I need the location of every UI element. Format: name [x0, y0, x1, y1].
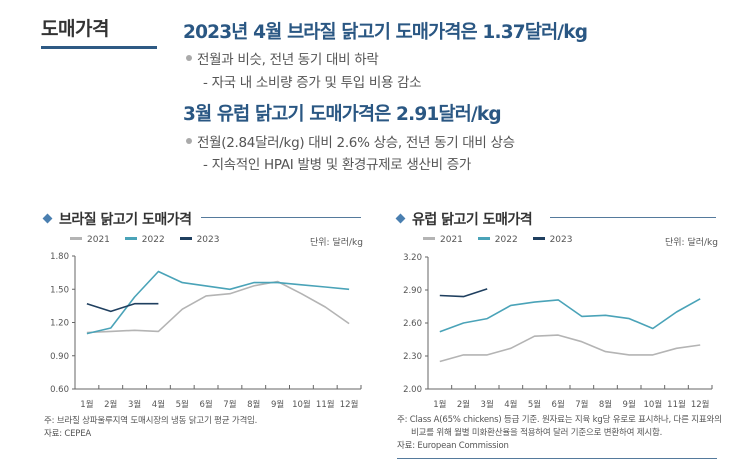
chart-title-brazil-text: 브라질 닭고기 도매가격 — [59, 212, 192, 228]
legend-item-2023: 2023 — [532, 235, 573, 245]
source-brazil: 자료: CEPEA — [44, 429, 92, 439]
europe-x-tick-label: 6월 — [552, 399, 565, 410]
legend-label: 2023 — [549, 235, 573, 245]
brazil-y-tick-label: 1.20 — [50, 319, 69, 329]
europe-x-tick-label: 4월 — [504, 399, 517, 410]
legend-label: 2021 — [440, 235, 463, 245]
bullet-brazil-text: 전월과 비슷, 전년 동기 대비 하락 — [197, 52, 379, 68]
subpoint-europe: - 지속적인 HPAI 발병 및 환경규제로 생산비 증가 — [203, 157, 471, 173]
europe-y-tick-label: 2.30 — [403, 352, 422, 362]
note-europe-line1: 주: Class A(65% chickens) 등급 기준. 원자료는 지육 … — [397, 415, 722, 425]
legend-swatch-2023 — [532, 237, 545, 240]
subpoint-brazil: - 자국 내 소비량 증가 및 투입 비용 감소 — [203, 75, 422, 91]
headline-europe: 3월 유럽 닭고기 도매가격은 2.91달러/kg — [183, 104, 502, 125]
brazil-x-tick-label: 1월 — [80, 399, 93, 410]
europe-x-tick-label: 2월 — [457, 399, 470, 410]
chart-title-europe: 유럽 닭고기 도매가격 — [395, 209, 533, 229]
brazil-x-tick-label: 2월 — [104, 399, 117, 410]
section-divider — [41, 46, 157, 49]
brazil-x-tick-label: 4월 — [152, 399, 165, 410]
bottom-divider — [397, 458, 717, 459]
chart-title-rule — [550, 217, 716, 218]
bullet-dot-icon — [186, 55, 192, 61]
brazil-x-tick-label: 6월 — [199, 399, 212, 410]
europe-x-tick-label: 1월 — [433, 399, 446, 410]
europe-x-tick-label: 10월 — [644, 399, 663, 410]
legend-swatch-2021 — [70, 237, 82, 240]
europe-x-tick-label: 11월 — [667, 399, 686, 410]
legend-item-2022: 2022 — [124, 235, 165, 245]
brazil-x-tick-label: 11월 — [316, 399, 335, 410]
brazil-y-tick-label: 1.50 — [50, 285, 69, 295]
diamond-icon — [395, 213, 406, 224]
note-europe-line2: 비교를 위해 월별 미화환산율을 적용하여 달러 기준으로 변환하여 제시함. — [411, 428, 663, 438]
bullet-dot-icon — [186, 138, 192, 144]
legend-swatch-2023 — [179, 237, 192, 240]
brazil-x-tick-label: 9월 — [271, 399, 284, 410]
europe-y-tick-label: 2.90 — [403, 286, 422, 296]
headline-brazil: 2023년 4월 브라질 닭고기 도매가격은 1.37달러/kg — [183, 22, 588, 43]
legend-item-2021: 2021 — [70, 235, 110, 245]
brazil-series-2021-line — [86, 280, 350, 334]
brazil-x-tick-label: 8월 — [247, 399, 260, 410]
bullet-brazil: 전월과 비슷, 전년 동기 대비 하락 — [186, 48, 379, 68]
brazil-y-tick-label: 1.80 — [50, 252, 69, 262]
legend-europe: 2021 2022 2023 — [423, 235, 584, 245]
note-brazil: 주: 브라질 상파울루지역 도매시장의 냉동 닭고기 평균 가격임. — [44, 416, 258, 426]
europe-series-2021-line — [439, 334, 701, 363]
brazil-x-tick-label: 10월 — [292, 399, 311, 410]
legend-item-2022: 2022 — [477, 235, 518, 245]
legend-item-2021: 2021 — [423, 235, 463, 245]
unit-label-brazil: 단위: 달러/kg — [310, 238, 363, 248]
brazil-series-2022-line — [86, 270, 350, 335]
brazil-x-tick-label: 7월 — [223, 399, 236, 410]
legend-label: 2021 — [87, 235, 110, 245]
europe-y-tick-label: 3.20 — [403, 253, 422, 263]
brazil-y-tick-label: 0.60 — [50, 385, 69, 395]
bullet-europe: 전월(2.84달러/kg) 대비 2.6% 상승, 전년 동기 대비 상승 — [186, 131, 515, 151]
europe-y-tick-label: 2.60 — [403, 319, 422, 329]
europe-x-tick-label: 9월 — [623, 399, 636, 410]
europe-y-tick-label: 2.00 — [403, 385, 422, 395]
section-label: 도매가격 — [41, 18, 109, 40]
legend-brazil: 2021 2022 2023 — [70, 235, 231, 245]
chart-title-brazil: 브라질 닭고기 도매가격 — [42, 209, 192, 229]
brazil-y-tick-label: 0.90 — [50, 352, 69, 362]
legend-label: 2023 — [196, 235, 220, 245]
brazil-x-tick-label: 12월 — [340, 399, 359, 410]
europe-x-tick-label: 7월 — [575, 399, 588, 410]
brazil-x-tick-label: 5월 — [176, 399, 189, 410]
europe-x-tick-label: 5월 — [528, 399, 541, 410]
legend-swatch-2022 — [477, 237, 490, 240]
legend-label: 2022 — [141, 235, 165, 245]
chart-title-rule — [201, 217, 361, 218]
europe-x-tick-label: 12월 — [691, 399, 710, 410]
europe-x-tick-label: 3월 — [481, 399, 494, 410]
unit-label-europe: 단위: 달러/kg — [665, 238, 718, 248]
legend-label: 2022 — [494, 235, 518, 245]
europe-series-2023-line — [439, 288, 488, 298]
brazil-series-2023-line — [86, 302, 159, 313]
brazil-x-tick-label: 3월 — [128, 399, 141, 410]
legend-item-2023: 2023 — [179, 235, 220, 245]
bullet-europe-text: 전월(2.84달러/kg) 대비 2.6% 상승, 전년 동기 대비 상승 — [197, 135, 515, 151]
europe-series-2022-line — [439, 298, 701, 333]
europe-x-tick-label: 8월 — [599, 399, 612, 410]
source-europe: 자료: European Commission — [397, 441, 509, 451]
legend-swatch-2022 — [124, 237, 137, 240]
legend-swatch-2021 — [423, 237, 435, 240]
chart-title-europe-text: 유럽 닭고기 도매가격 — [412, 212, 533, 228]
